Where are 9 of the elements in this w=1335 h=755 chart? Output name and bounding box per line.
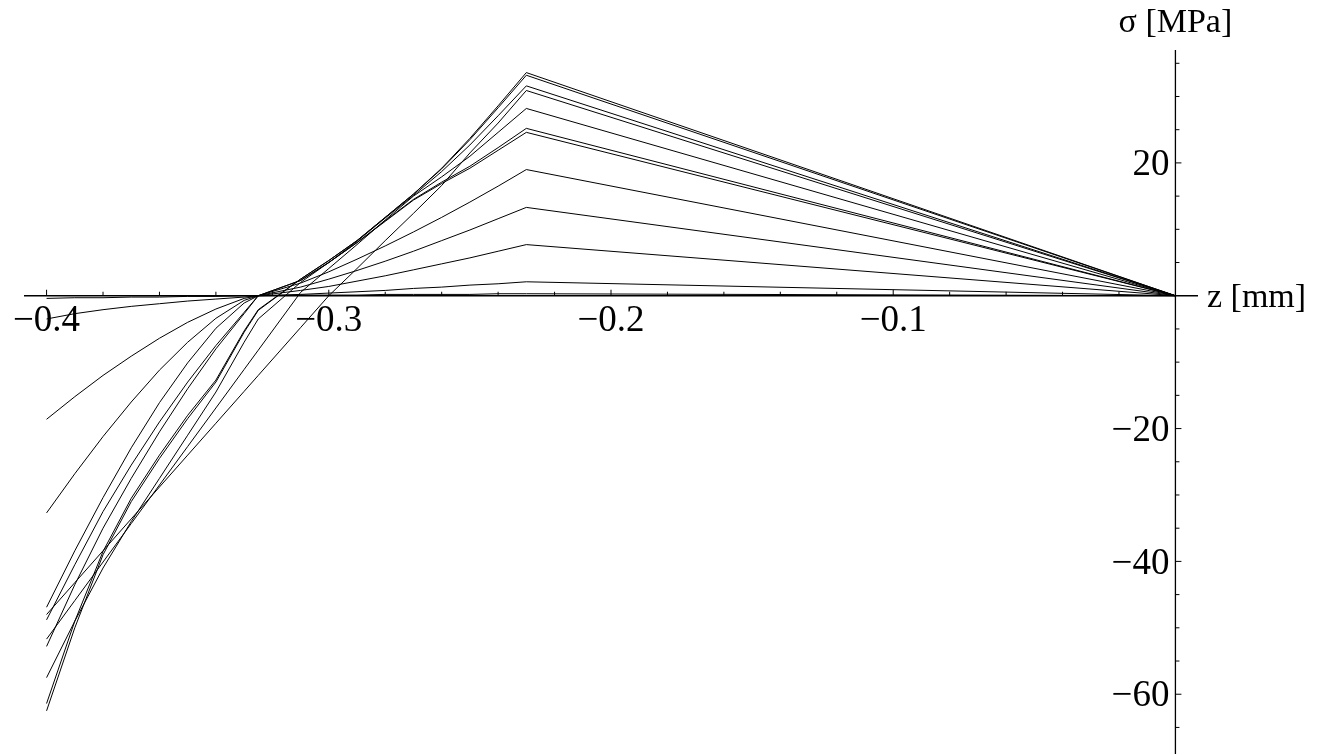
x-tick-label: −0.1: [859, 297, 927, 339]
x-tick-label: −0.2: [577, 297, 645, 339]
x-tick-label: −0.4: [13, 297, 81, 339]
y-axis-title: σ [MPa]: [1118, 2, 1233, 39]
y-tick-label: 20: [1132, 142, 1170, 184]
x-axis-title: z [mm]: [1207, 276, 1307, 314]
y-tick-label: −40: [1111, 540, 1170, 582]
y-tick-label: −20: [1111, 407, 1170, 449]
y-tick-label: −60: [1111, 673, 1170, 715]
